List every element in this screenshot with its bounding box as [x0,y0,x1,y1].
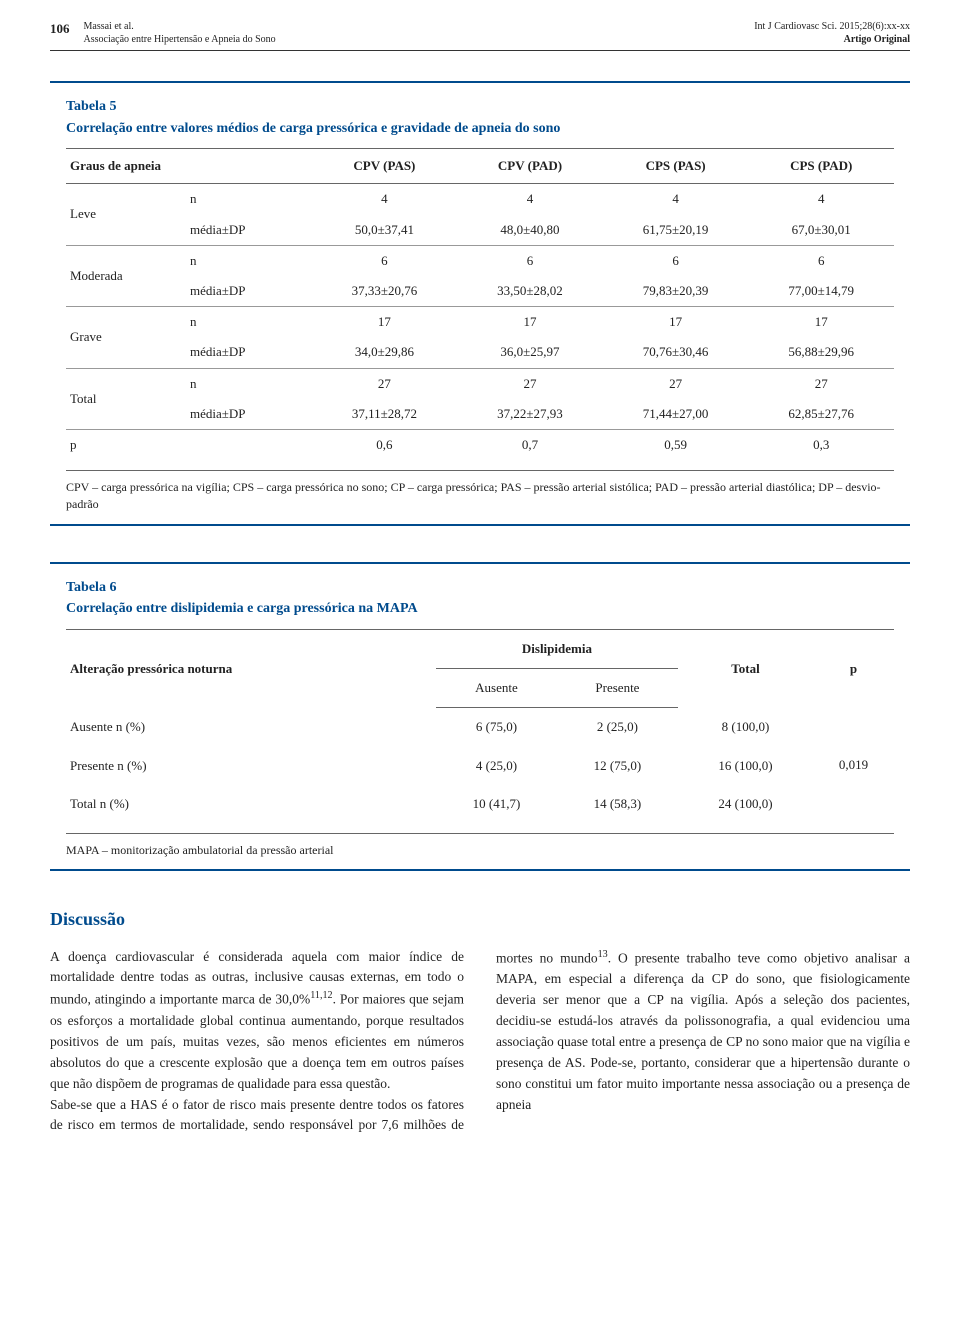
table-5: Graus de apneia CPV (PAS) CPV (PAD) CPS … [66,148,894,460]
t6-p-col: p [813,630,894,708]
t5-cell: 37,22±27,93 [457,399,603,430]
t5-p-val: 0,3 [748,429,894,460]
t5-cell: 27 [603,368,749,399]
t5-cell: 50,0±37,41 [312,215,458,246]
t5-sub-mean: média±DP [186,276,312,307]
t6-row-label: Presente n (%) [66,747,436,785]
t6-cell: 10 (41,7) [436,785,557,823]
t6-cell: 8 (100,0) [678,708,813,747]
t5-cell: 27 [748,368,894,399]
table-6: Alteração pressórica noturna Dislipidemi… [66,629,894,823]
t5-cell: 67,0±30,01 [748,215,894,246]
t6-cell: 24 (100,0) [678,785,813,823]
t5-cell: 27 [312,368,458,399]
t5-sub-mean: média±DP [186,215,312,246]
t5-cell: 48,0±40,80 [457,215,603,246]
t5-cell: 4 [748,184,894,215]
t6-cell: 6 (75,0) [436,708,557,747]
t5-cell: 17 [457,307,603,338]
t5-cell: 6 [457,245,603,276]
header-authors: Massai et al. [84,20,276,33]
t5-cell: 17 [312,307,458,338]
t6-col-0: Ausente [436,669,557,708]
t5-col-header: Graus de apneia [66,149,312,184]
t5-cell: 36,0±25,97 [457,337,603,368]
t5-p-val: 0,59 [603,429,749,460]
discussion-body: A doença cardiovascular é considerada aq… [50,947,910,1137]
t5-cell: 79,83±20,39 [603,276,749,307]
t5-sub-mean: média±DP [186,337,312,368]
t5-cell: 34,0±29,86 [312,337,458,368]
t5-cell: 70,76±30,46 [603,337,749,368]
t5-cell: 4 [457,184,603,215]
t5-sub-n: n [186,184,312,215]
t6-total-col: Total [678,630,813,708]
t5-sub-mean: média±DP [186,399,312,430]
t5-col-0: CPV (PAS) [312,149,458,184]
para2-sup: 13 [598,949,608,960]
page-number: 106 [50,20,70,38]
t5-sub-n: n [186,368,312,399]
t5-cell: 27 [457,368,603,399]
t6-cell: 16 (100,0) [678,747,813,785]
t6-row-label: Total n (%) [66,785,436,823]
table-6-footnote: MAPA – monitorização ambulatorial da pre… [66,833,894,859]
table-5-block: Tabela 5 Correlação entre valores médios… [50,81,910,526]
t5-cell: 61,75±20,19 [603,215,749,246]
t5-p-label: p [66,429,312,460]
t5-sub-n: n [186,307,312,338]
t5-row-label: Leve [66,184,186,245]
t5-row-label: Moderada [66,245,186,306]
table-6-number: Tabela 6 [66,578,894,598]
t6-cell: 14 (58,3) [557,785,678,823]
t5-row-label: Grave [66,307,186,368]
t5-cell: 62,85±27,76 [748,399,894,430]
t5-cell: 4 [603,184,749,215]
t5-col-3: CPS (PAD) [748,149,894,184]
header-short-title: Associação entre Hipertensão e Apneia do… [84,33,276,46]
t5-sub-n: n [186,245,312,276]
header-title-lines: Massai et al. Associação entre Hipertens… [84,20,276,46]
table-5-footnote: CPV – carga pressórica na vigília; CPS –… [66,470,894,514]
t5-cell: 4 [312,184,458,215]
t5-cell: 17 [603,307,749,338]
discussion-heading: Discussão [50,907,910,932]
discussion-paragraph-1: A doença cardiovascular é considerada aq… [50,947,464,1095]
table-6-block: Tabela 6 Correlação entre dislipidemia e… [50,562,910,872]
para2b-text: . O presente trabalho teve como objetivo… [496,950,910,1111]
t5-cell: 6 [748,245,894,276]
t5-col-2: CPS (PAS) [603,149,749,184]
header-journal: Int J Cardiovasc Sci. 2015;28(6):xx-xx [754,20,910,33]
header-right: Int J Cardiovasc Sci. 2015;28(6):xx-xx A… [754,20,910,46]
t5-cell: 77,00±14,79 [748,276,894,307]
table-5-number: Tabela 5 [66,97,894,117]
table-5-caption: Correlação entre valores médios de carga… [66,119,894,139]
t5-cell: 37,11±28,72 [312,399,458,430]
header-article-type: Artigo Original [754,33,910,46]
t5-p-val: 0,6 [312,429,458,460]
t5-row-label: Total [66,368,186,429]
table-6-caption: Correlação entre dislipidemia e carga pr… [66,599,894,619]
t6-cell: 2 (25,0) [557,708,678,747]
t5-p-val: 0,7 [457,429,603,460]
t5-cell: 71,44±27,00 [603,399,749,430]
t6-group-header: Dislipidemia [436,630,678,669]
para1-sup: 11,12 [310,990,332,1001]
t5-cell: 37,33±20,76 [312,276,458,307]
header-left: 106 Massai et al. Associação entre Hiper… [50,20,276,46]
t6-p-value: 0,019 [813,708,894,823]
t5-cell: 33,50±28,02 [457,276,603,307]
t5-cell: 56,88±29,96 [748,337,894,368]
t6-col-1: Presente [557,669,678,708]
t6-cell: 12 (75,0) [557,747,678,785]
t6-row-label: Ausente n (%) [66,708,436,747]
t5-cell: 6 [603,245,749,276]
t5-col-1: CPV (PAD) [457,149,603,184]
t5-cell: 17 [748,307,894,338]
t6-row-header: Alteração pressórica noturna [66,630,436,708]
running-header: 106 Massai et al. Associação entre Hiper… [50,20,910,51]
t5-cell: 6 [312,245,458,276]
t6-cell: 4 (25,0) [436,747,557,785]
